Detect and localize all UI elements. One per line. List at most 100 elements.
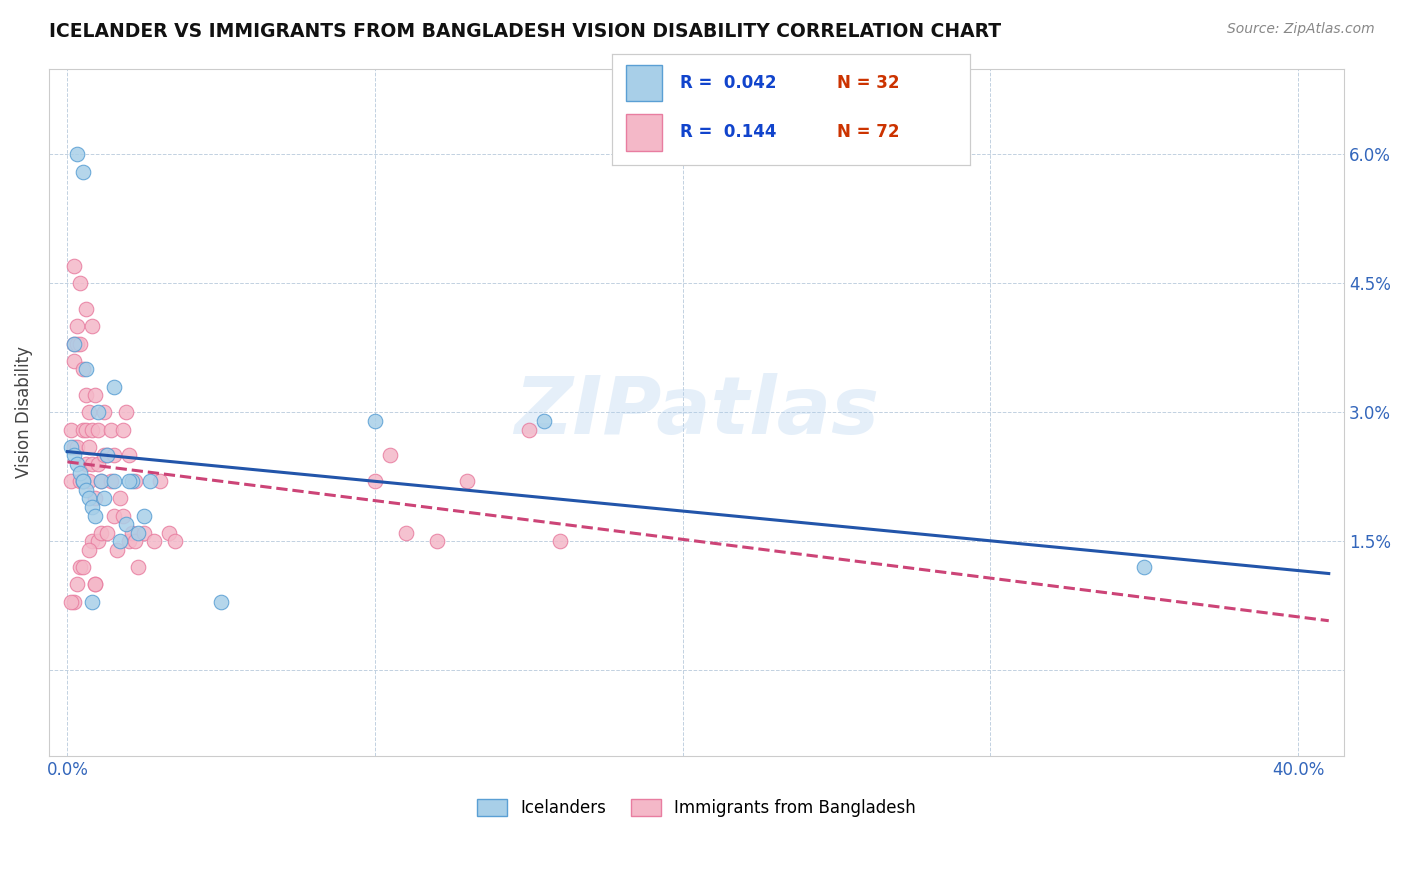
Point [105,543,128,558]
Point [69,474,91,488]
Text: N = 32: N = 32 [838,73,900,92]
Point [380,449,402,463]
Point [84,508,107,523]
Point [75,483,97,497]
Point [77,440,100,454]
Point [96,449,118,463]
Point [72,474,94,488]
Point [157,525,180,540]
Point [103,449,125,463]
Point [121,474,143,488]
Point [124,474,146,488]
Point [77,474,100,488]
Point [111,508,134,523]
Point [62,336,84,351]
Point [84,491,107,506]
Point [75,388,97,402]
Point [127,560,149,574]
Point [548,534,571,549]
Point [103,508,125,523]
Text: R =  0.144: R = 0.144 [679,122,776,141]
Text: ICELANDER VS IMMIGRANTS FROM BANGLADESH VISION DISABILITY CORRELATION CHART: ICELANDER VS IMMIGRANTS FROM BANGLADESH … [49,22,1001,41]
Point [59,594,82,608]
Text: ZIPatlas: ZIPatlas [515,374,879,451]
Point [96,449,118,463]
Point [142,534,165,549]
Point [72,474,94,488]
Point [77,543,100,558]
Point [69,277,91,291]
Point [456,474,478,488]
Point [75,362,97,376]
Point [121,525,143,540]
Point [66,336,89,351]
Point [62,449,84,463]
Point [124,534,146,549]
Point [90,474,112,488]
Point [62,336,84,351]
Point [90,525,112,540]
Point [77,491,100,506]
Point [149,474,172,488]
Point [100,423,122,437]
Point [62,440,84,454]
Point [80,534,103,549]
Point [59,423,82,437]
Point [87,534,110,549]
Point [75,423,97,437]
Point [75,302,97,317]
Point [209,594,232,608]
Point [115,405,138,419]
Point [66,457,89,471]
Point [118,534,141,549]
Point [80,457,103,471]
Point [108,491,131,506]
FancyBboxPatch shape [626,65,662,102]
FancyBboxPatch shape [626,114,662,151]
Point [72,423,94,437]
Point [364,414,387,428]
Point [93,449,115,463]
Point [72,474,94,488]
Point [127,525,149,540]
Point [134,508,156,523]
Point [87,405,110,419]
Point [59,474,82,488]
Point [533,414,555,428]
Point [66,440,89,454]
Point [66,319,89,334]
Point [72,164,94,178]
Point [59,440,82,454]
Point [84,577,107,591]
Point [108,534,131,549]
Point [517,423,540,437]
Y-axis label: Vision Disability: Vision Disability [15,346,32,478]
Text: R =  0.042: R = 0.042 [679,73,776,92]
Point [103,474,125,488]
Point [90,474,112,488]
Text: N = 72: N = 72 [838,122,900,141]
Point [66,147,89,161]
Point [80,319,103,334]
Point [84,577,107,591]
Point [69,336,91,351]
Point [69,466,91,480]
Point [72,560,94,574]
Point [84,388,107,402]
Point [118,449,141,463]
Point [134,525,156,540]
Point [77,405,100,419]
Point [80,423,103,437]
Point [72,362,94,376]
Point [87,457,110,471]
Point [75,457,97,471]
Point [62,353,84,368]
Point [1133,560,1156,574]
Point [62,259,84,273]
Point [87,423,110,437]
Point [96,525,118,540]
Point [118,474,141,488]
Point [80,500,103,514]
Point [139,474,162,488]
Point [111,423,134,437]
